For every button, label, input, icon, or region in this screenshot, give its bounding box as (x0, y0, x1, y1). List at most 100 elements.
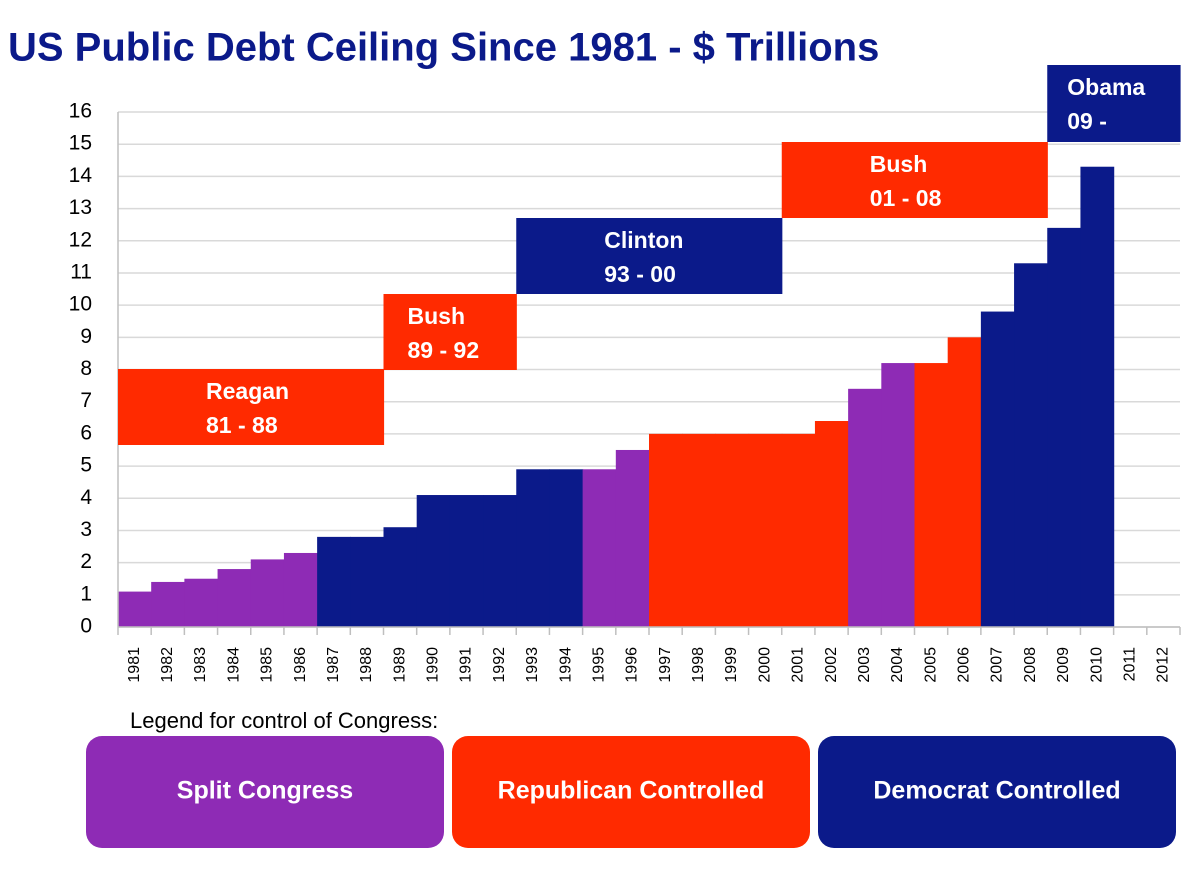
x-tick-label: 1989 (391, 647, 408, 683)
y-tick-label: 9 (80, 325, 92, 348)
presidency-name: Reagan (206, 378, 289, 404)
x-tick-label: 2005 (922, 647, 939, 683)
x-tick-label: 1994 (557, 647, 574, 683)
bar (383, 527, 418, 627)
presidency-name: Obama (1067, 74, 1145, 100)
legend-box (818, 736, 1176, 848)
x-tick-label: 1981 (126, 647, 143, 683)
y-tick-label: 14 (69, 164, 93, 187)
legend-title: Legend for control of Congress: (130, 708, 438, 733)
bar (1080, 166, 1115, 627)
bar (947, 337, 982, 627)
presidency-years: 93 - 00 (604, 261, 676, 287)
presidency-box (118, 369, 385, 445)
x-tick-label: 1993 (524, 647, 541, 683)
x-tick-label: 1998 (690, 647, 707, 683)
y-tick-label: 6 (80, 421, 92, 444)
bar (649, 433, 683, 627)
x-tick-label: 2012 (1155, 647, 1172, 683)
bar (184, 578, 219, 627)
x-tick-label: 1992 (491, 647, 508, 683)
bar (914, 363, 949, 627)
x-tick-label: 2004 (889, 647, 906, 683)
legend-box (86, 736, 444, 848)
x-tick-label: 2001 (790, 647, 807, 683)
x-tick-label: 2009 (1055, 647, 1072, 683)
y-tick-label: 16 (69, 100, 92, 123)
presidency-name: Bush (870, 151, 928, 177)
x-tick-label: 1995 (590, 647, 607, 683)
x-tick-label: 2002 (823, 647, 840, 683)
bar (980, 311, 1015, 627)
x-tick-label: 2011 (1121, 647, 1138, 682)
bar (449, 495, 484, 627)
presidency-years: 89 - 92 (408, 337, 480, 363)
x-tick-label: 1985 (259, 647, 276, 683)
presidency-years: 81 - 88 (206, 412, 278, 438)
bar (715, 433, 750, 627)
y-tick-label: 1 (80, 582, 92, 605)
bar (748, 433, 783, 627)
x-tick-label: 1991 (458, 647, 475, 683)
x-tick-label: 1982 (159, 647, 176, 683)
bar (118, 591, 152, 627)
bar (283, 552, 318, 627)
x-tick-label: 1997 (657, 647, 674, 683)
bar (615, 449, 650, 627)
presidency-box (516, 218, 783, 294)
x-tick-label: 1990 (425, 647, 442, 683)
legend-label: Democrat Controlled (873, 777, 1120, 805)
bar (549, 469, 584, 627)
y-tick-label: 10 (69, 293, 92, 316)
bar (781, 433, 816, 627)
bar (416, 495, 451, 627)
bar (516, 469, 551, 627)
y-tick-label: 8 (80, 357, 92, 380)
x-tick-label: 2000 (756, 647, 773, 683)
bar (582, 469, 617, 627)
bar (250, 559, 285, 627)
x-tick-label: 2003 (856, 647, 873, 683)
bar (848, 388, 882, 627)
x-tick-label: 1987 (325, 647, 342, 683)
y-tick-label: 5 (80, 454, 92, 477)
chart-title: US Public Debt Ceiling Since 1981 - $ Tr… (8, 26, 879, 70)
x-tick-label: 2006 (956, 647, 973, 683)
y-tick-label: 15 (69, 132, 92, 155)
legend-label: Split Congress (177, 777, 353, 805)
y-tick-label: 13 (69, 196, 92, 219)
x-tick-label: 2007 (989, 647, 1006, 683)
x-tick-label: 2010 (1088, 647, 1105, 683)
x-tick-label: 1999 (723, 647, 740, 683)
x-tick-label: 1983 (192, 647, 209, 683)
y-tick-label: 0 (80, 615, 92, 638)
bar (814, 421, 849, 627)
x-tick-label: 1984 (225, 647, 242, 683)
bar (1014, 263, 1048, 627)
legend-label: Republican Controlled (498, 777, 765, 805)
y-tick-label: 2 (80, 550, 92, 573)
bar (682, 433, 716, 627)
bar (151, 581, 185, 627)
y-tick-label: 11 (70, 260, 92, 283)
presidency-name: Clinton (604, 227, 683, 253)
presidency-box (1047, 65, 1181, 142)
y-tick-label: 7 (80, 389, 92, 412)
x-tick-label: 2008 (1022, 647, 1039, 683)
bar (483, 495, 517, 627)
legend-box (452, 736, 810, 848)
bar (881, 363, 916, 627)
bar (350, 536, 385, 627)
y-tick-label: 12 (69, 228, 92, 251)
y-tick-label: 3 (80, 518, 92, 541)
bar (317, 536, 351, 627)
x-tick-label: 1988 (358, 647, 375, 683)
presidency-box (781, 142, 1048, 218)
x-tick-label: 1996 (624, 647, 641, 683)
presidency-box (383, 294, 517, 370)
y-tick-label: 4 (80, 486, 92, 509)
presidency-name: Bush (408, 303, 466, 329)
x-tick-label: 1986 (292, 647, 309, 683)
presidency-years: 01 - 08 (870, 185, 942, 211)
